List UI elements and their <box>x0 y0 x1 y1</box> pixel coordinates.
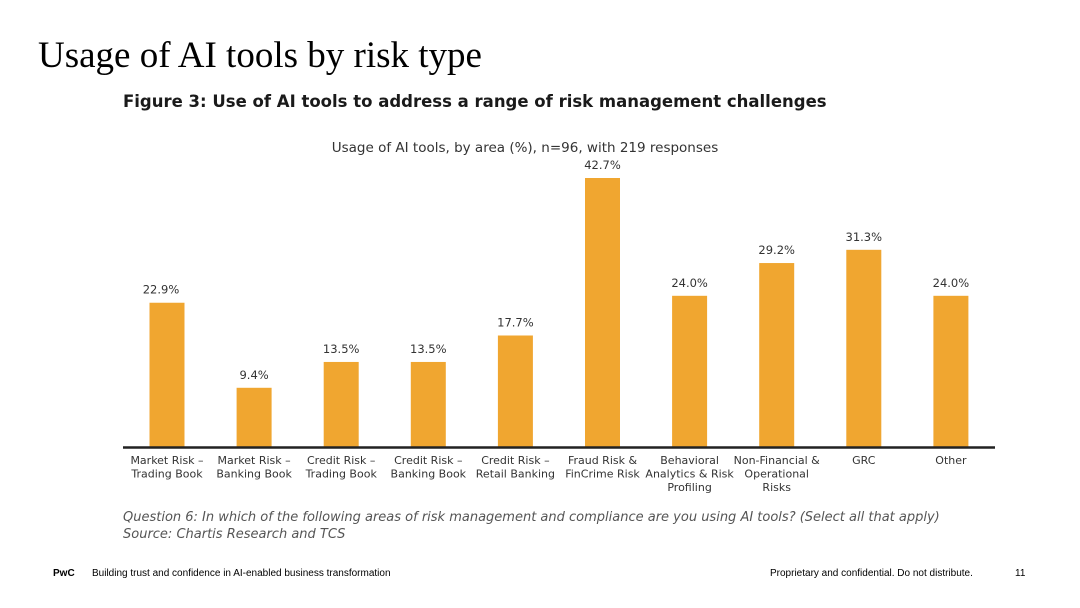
category-label-line: Credit Risk – <box>307 454 375 467</box>
category-label-line: Other <box>935 454 967 467</box>
category-label: Market Risk – Trading Book <box>130 454 203 481</box>
chart-title: Usage of AI tools, by area (%), n=96, wi… <box>332 140 719 156</box>
bar <box>585 178 620 447</box>
bar <box>672 295 708 447</box>
data-label: 17.7% <box>497 315 534 329</box>
category-label-line: Retail Banking <box>476 468 555 481</box>
category-label-line: Behavioral <box>660 454 719 467</box>
category-label-line: Banking Book <box>216 468 292 481</box>
bar <box>149 302 185 447</box>
category-label: GRC <box>852 454 876 467</box>
data-label: 24.0% <box>933 276 970 290</box>
category-label-line: Analytics & Risk <box>645 468 734 481</box>
slide-title: Usage of AI tools by risk type <box>38 35 482 76</box>
page-number: 11 <box>1015 568 1026 579</box>
data-label: 29.2% <box>758 243 795 257</box>
category-label-line: Market Risk – <box>218 454 291 467</box>
category-label-line: Banking Book <box>391 468 467 481</box>
category-label: Credit Risk – Banking Book <box>391 454 467 481</box>
data-label: 13.5% <box>323 342 360 356</box>
category-label-line: Trading Book <box>130 468 203 481</box>
data-label: 13.5% <box>410 342 447 356</box>
footer-confidential: Proprietary and confidential. Do not dis… <box>770 568 973 579</box>
data-label: 31.3% <box>846 230 883 244</box>
bar <box>323 361 359 447</box>
category-label-line: Operational <box>744 468 809 481</box>
category-label-line: Risks <box>762 481 791 494</box>
bar <box>497 335 533 447</box>
category-label-line: Fraud Risk & <box>568 454 638 467</box>
category-label-line: Credit Risk – <box>394 454 462 467</box>
category-label: Credit Risk – Trading Book <box>305 454 378 481</box>
category-label-line: Credit Risk – <box>481 454 549 467</box>
category-label: Behavioral Analytics & Risk Profiling <box>645 454 734 494</box>
data-label: 22.9% <box>143 283 180 297</box>
category-label-line: Profiling <box>667 481 711 494</box>
data-label: 24.0% <box>671 276 708 290</box>
bar <box>846 249 882 447</box>
category-label-line: Non-Financial & <box>734 454 821 467</box>
data-label: 9.4% <box>239 368 268 382</box>
category-label: Fraud Risk & FinCrime Risk <box>565 454 640 481</box>
category-label-line: FinCrime Risk <box>565 468 640 481</box>
category-label: Credit Risk – Retail Banking <box>476 454 555 481</box>
category-label: Market Risk – Banking Book <box>216 454 292 481</box>
footer-brand: PwC <box>53 568 75 579</box>
data-label: 42.7% <box>584 158 621 172</box>
bar <box>759 263 795 447</box>
category-label: Non-Financial & Operational Risks <box>734 454 821 494</box>
category-label: Other <box>935 454 967 467</box>
category-label-line: Market Risk – <box>130 454 203 467</box>
bar <box>933 295 969 447</box>
bar <box>410 361 446 447</box>
category-label-line: GRC <box>852 454 876 467</box>
footer-tagline: Building trust and confidence in AI-enab… <box>92 568 391 579</box>
bar <box>236 387 272 447</box>
figure-title: Figure 3: Use of AI tools to address a r… <box>123 92 827 111</box>
category-label-line: Trading Book <box>305 468 378 481</box>
source-note: Source: Chartis Research and TCS <box>123 527 346 542</box>
survey-question: Question 6: In which of the following ar… <box>123 510 940 525</box>
